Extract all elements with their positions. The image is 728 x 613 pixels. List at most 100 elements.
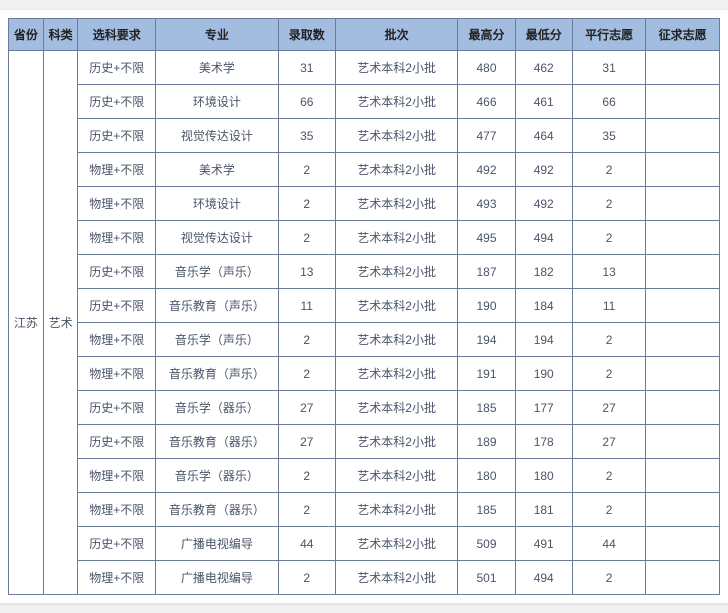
cell-province: 江苏: [9, 51, 44, 595]
cell-subject: 物理+不限: [78, 187, 156, 221]
cell-solicit: [646, 323, 720, 357]
cell-batch: 艺术本科2小批: [335, 357, 458, 391]
header-high: 最高分: [458, 19, 515, 51]
cell-high: 190: [458, 289, 515, 323]
table-row: 物理+不限视觉传达设计2艺术本科2小批4954942: [9, 221, 720, 255]
header-subject: 选科要求: [78, 19, 156, 51]
table-body: 江苏艺术历史+不限美术学31艺术本科2小批48046231历史+不限环境设计66…: [9, 51, 720, 595]
cell-subject: 物理+不限: [78, 323, 156, 357]
cell-low: 182: [515, 255, 572, 289]
table-row: 物理+不限音乐教育（器乐）2艺术本科2小批1851812: [9, 493, 720, 527]
table-row: 江苏艺术历史+不限美术学31艺术本科2小批48046231: [9, 51, 720, 85]
cell-high: 509: [458, 527, 515, 561]
cell-subject: 物理+不限: [78, 561, 156, 595]
cell-major: 广播电视编导: [156, 561, 279, 595]
cell-parallel: 27: [572, 425, 646, 459]
header-low: 最低分: [515, 19, 572, 51]
cell-count: 2: [278, 493, 335, 527]
cell-count: 11: [278, 289, 335, 323]
cell-solicit: [646, 119, 720, 153]
cell-subject: 历史+不限: [78, 527, 156, 561]
cell-major: 视觉传达设计: [156, 221, 279, 255]
table-row: 历史+不限音乐教育（器乐）27艺术本科2小批18917827: [9, 425, 720, 459]
cell-low: 194: [515, 323, 572, 357]
cell-major: 音乐学（声乐）: [156, 255, 279, 289]
cell-solicit: [646, 391, 720, 425]
header-batch: 批次: [335, 19, 458, 51]
cell-low: 461: [515, 85, 572, 119]
cell-major: 美术学: [156, 153, 279, 187]
cell-subject: 历史+不限: [78, 425, 156, 459]
cell-parallel: 31: [572, 51, 646, 85]
table-row: 物理+不限音乐学（器乐）2艺术本科2小批1801802: [9, 459, 720, 493]
cell-subject: 历史+不限: [78, 391, 156, 425]
cell-low: 177: [515, 391, 572, 425]
cell-parallel: 2: [572, 221, 646, 255]
table-row: 物理+不限音乐教育（声乐）2艺术本科2小批1911902: [9, 357, 720, 391]
cell-batch: 艺术本科2小批: [335, 221, 458, 255]
cell-low: 178: [515, 425, 572, 459]
cell-parallel: 11: [572, 289, 646, 323]
cell-count: 2: [278, 187, 335, 221]
cell-major: 音乐教育（声乐）: [156, 289, 279, 323]
cell-batch: 艺术本科2小批: [335, 561, 458, 595]
table-row: 历史+不限音乐学（器乐）27艺术本科2小批18517727: [9, 391, 720, 425]
cell-major: 美术学: [156, 51, 279, 85]
cell-solicit: [646, 357, 720, 391]
cell-high: 493: [458, 187, 515, 221]
cell-count: 13: [278, 255, 335, 289]
cell-solicit: [646, 153, 720, 187]
table-row: 历史+不限环境设计66艺术本科2小批46646166: [9, 85, 720, 119]
cell-high: 501: [458, 561, 515, 595]
cell-category: 艺术: [43, 51, 78, 595]
cell-low: 492: [515, 153, 572, 187]
table-row: 历史+不限视觉传达设计35艺术本科2小批47746435: [9, 119, 720, 153]
cell-subject: 历史+不限: [78, 289, 156, 323]
cell-batch: 艺术本科2小批: [335, 459, 458, 493]
cell-parallel: 2: [572, 187, 646, 221]
cell-low: 491: [515, 527, 572, 561]
cell-count: 2: [278, 357, 335, 391]
cell-parallel: 2: [572, 561, 646, 595]
cell-parallel: 2: [572, 153, 646, 187]
cell-parallel: 13: [572, 255, 646, 289]
cell-major: 音乐教育（声乐）: [156, 357, 279, 391]
cell-subject: 物理+不限: [78, 493, 156, 527]
cell-subject: 历史+不限: [78, 119, 156, 153]
cell-major: 音乐教育（器乐）: [156, 493, 279, 527]
cell-parallel: 2: [572, 357, 646, 391]
cell-count: 2: [278, 153, 335, 187]
header-parallel: 平行志愿: [572, 19, 646, 51]
cell-major: 音乐教育（器乐）: [156, 425, 279, 459]
cell-subject: 物理+不限: [78, 459, 156, 493]
header-count: 录取数: [278, 19, 335, 51]
cell-batch: 艺术本科2小批: [335, 493, 458, 527]
cell-solicit: [646, 187, 720, 221]
cell-subject: 历史+不限: [78, 85, 156, 119]
header-category: 科类: [43, 19, 78, 51]
cell-high: 495: [458, 221, 515, 255]
cell-solicit: [646, 289, 720, 323]
cell-high: 189: [458, 425, 515, 459]
cell-count: 2: [278, 323, 335, 357]
cell-batch: 艺术本科2小批: [335, 289, 458, 323]
cell-solicit: [646, 85, 720, 119]
cell-high: 185: [458, 493, 515, 527]
cell-count: 27: [278, 425, 335, 459]
table-row: 物理+不限环境设计2艺术本科2小批4934922: [9, 187, 720, 221]
cell-low: 494: [515, 221, 572, 255]
header-solicit: 征求志愿: [646, 19, 720, 51]
cell-batch: 艺术本科2小批: [335, 255, 458, 289]
cell-count: 2: [278, 561, 335, 595]
cell-low: 184: [515, 289, 572, 323]
cell-batch: 艺术本科2小批: [335, 323, 458, 357]
cell-high: 477: [458, 119, 515, 153]
cell-major: 环境设计: [156, 85, 279, 119]
cell-major: 环境设计: [156, 187, 279, 221]
header-province: 省份: [9, 19, 44, 51]
cell-subject: 历史+不限: [78, 255, 156, 289]
cell-solicit: [646, 459, 720, 493]
cell-low: 190: [515, 357, 572, 391]
cell-low: 492: [515, 187, 572, 221]
admission-table: 省份 科类 选科要求 专业 录取数 批次 最高分 最低分 平行志愿 征求志愿 江…: [8, 18, 720, 595]
